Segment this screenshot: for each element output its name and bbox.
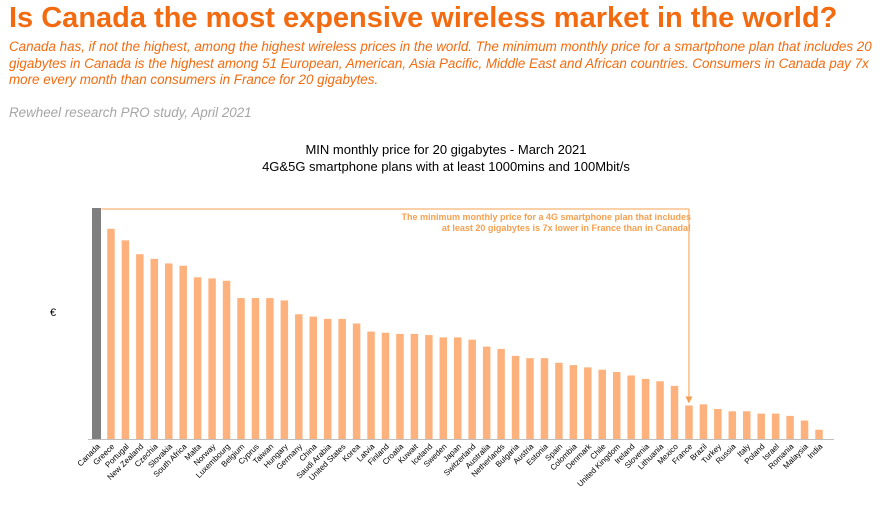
bar-romania [786, 415, 794, 439]
bar-germany [295, 314, 303, 439]
annotation-group: The minimum monthly price for a 4G smart… [101, 208, 693, 404]
chart-subtitle: 4G&5G smartphone plans with at least 100… [262, 159, 630, 174]
bar-ireland [627, 375, 635, 439]
bar-chart: MIN monthly price for 20 gigabytes - Mar… [50, 142, 834, 489]
bar-brazil [699, 404, 708, 439]
bar-new-zealand [136, 254, 144, 439]
bar-greece [107, 228, 115, 439]
bar-spain [555, 362, 563, 439]
bar-malaysia [800, 420, 809, 439]
bars-group [92, 208, 823, 439]
annotation-line-1: The minimum monthly price for a 4G smart… [401, 212, 691, 222]
bar-czechia [150, 258, 159, 439]
bar-slovenia [641, 378, 650, 439]
bar-belgium [237, 298, 245, 439]
source-note: Rewheel research PRO study, April 2021 [9, 105, 252, 120]
bar-japan [454, 337, 462, 439]
intro-paragraph: Canada has, if not the highest, among th… [9, 39, 872, 87]
bar-cyprus [251, 298, 260, 439]
bar-hungary [280, 300, 289, 439]
bar-colombia [569, 365, 578, 439]
bar-croatia [396, 333, 404, 439]
bar-denmark [584, 367, 592, 439]
bar-mexico [670, 385, 679, 439]
bar-china [309, 316, 317, 439]
bar-united-kingdom [612, 372, 621, 439]
bar-netherlands [497, 348, 505, 439]
bar-latvia [367, 331, 375, 439]
bar-korea [352, 323, 361, 439]
y-axis-label: € [50, 307, 56, 319]
bar-israel [771, 413, 780, 439]
bar-luxembourg [222, 280, 231, 439]
bar-malta [193, 277, 202, 439]
bar-estonia [540, 358, 549, 439]
bar-lithuania [656, 381, 664, 439]
bar-united-states [338, 318, 346, 439]
bar-kuwait [410, 333, 419, 439]
headline: Is Canada the most expensive wireless ma… [9, 2, 838, 34]
bar-canada [92, 208, 101, 439]
bar-finland [381, 332, 390, 439]
bar-portugal [121, 240, 130, 439]
bar-poland [757, 413, 765, 439]
bar-iceland [425, 335, 433, 439]
bar-russia [728, 411, 737, 439]
chart-title: MIN monthly price for 20 gigabytes - Mar… [305, 142, 586, 157]
bar-slovakia [165, 263, 173, 439]
bar-austria [526, 358, 534, 439]
bar-switzerland [468, 339, 476, 439]
bar-australia [482, 346, 491, 439]
bar-sweden [439, 337, 448, 439]
bar-norway [208, 278, 216, 439]
x-tick-label: India [806, 442, 825, 461]
annotation-line-2: at least 20 gigabytes is 7x lower in Fra… [442, 223, 691, 233]
bar-chile [598, 369, 606, 439]
bar-france [685, 405, 693, 439]
bar-bulgaria [511, 355, 520, 439]
bar-south-africa [179, 265, 187, 439]
bar-turkey [714, 408, 722, 439]
bar-italy [743, 411, 751, 439]
annotation-arrowhead [685, 396, 693, 404]
bar-india [815, 429, 823, 439]
bar-taiwan [266, 298, 274, 439]
bar-saudi-arabia [323, 318, 332, 439]
